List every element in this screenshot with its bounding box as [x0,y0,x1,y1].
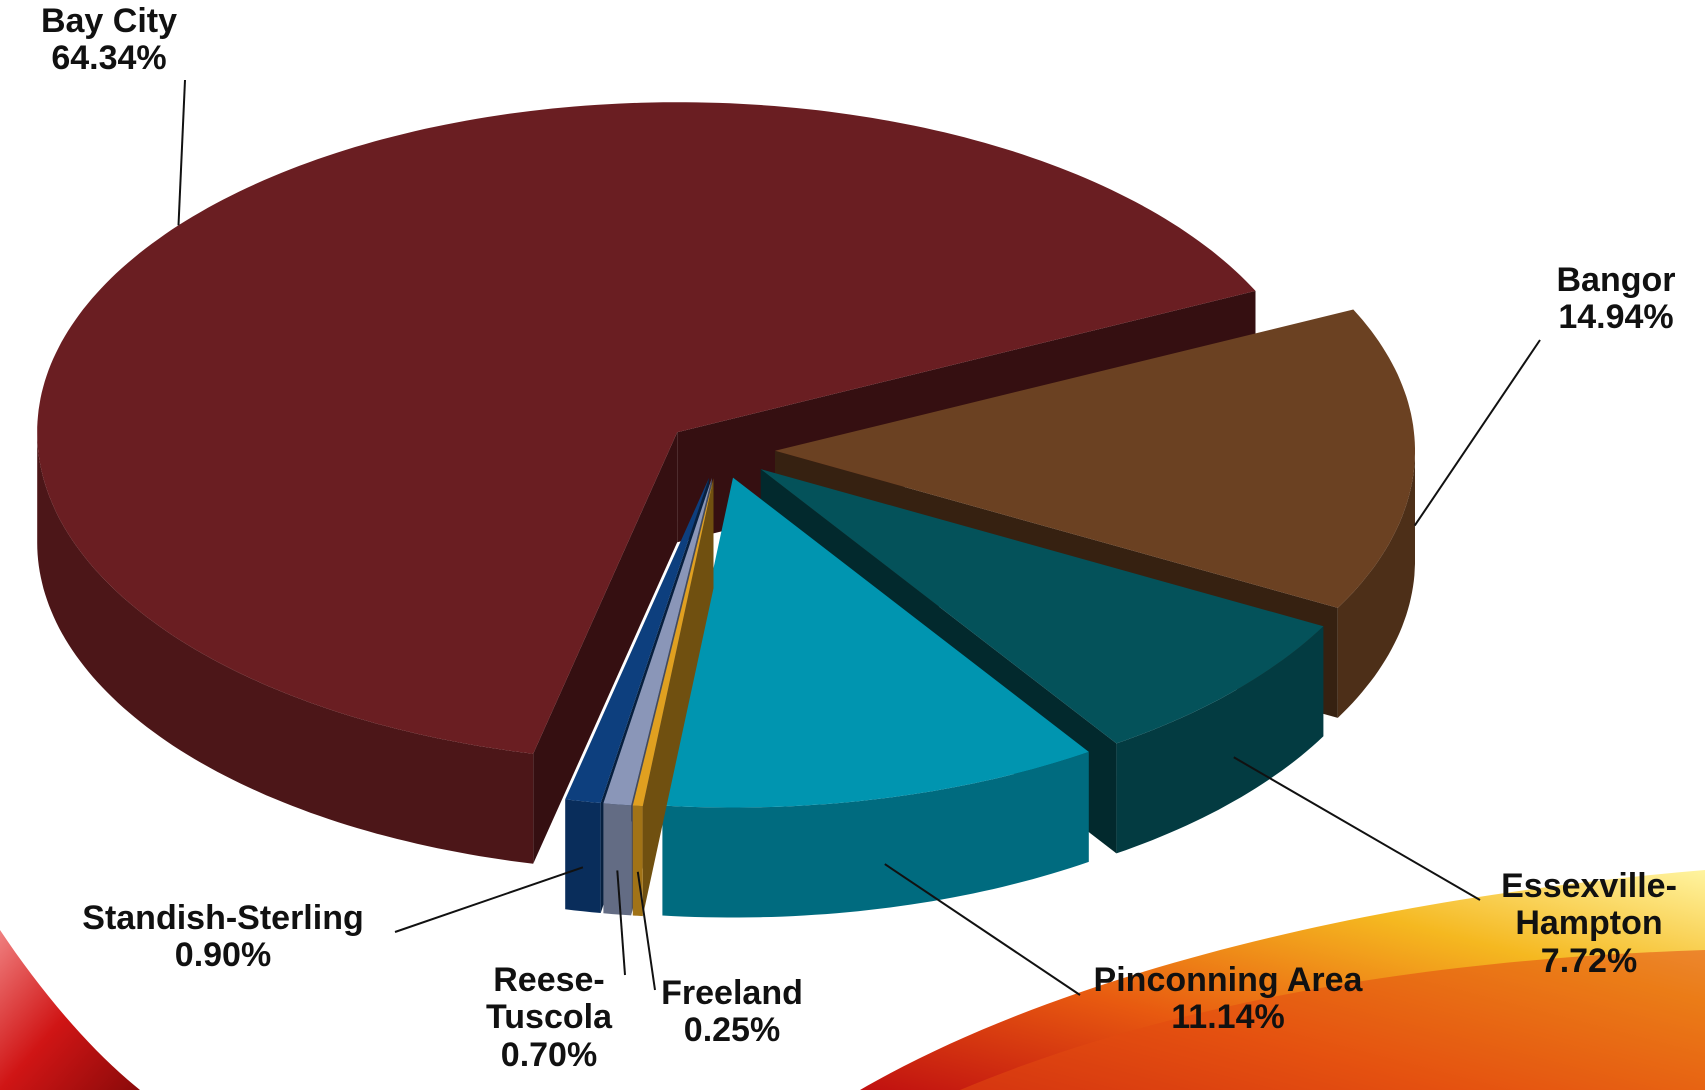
slice-label: Freeland 0.25% [661,974,803,1050]
slice-label: Standish-Sterling 0.90% [82,899,364,975]
slice [775,309,1415,608]
category: Reese-Tuscola [486,961,612,1037]
category: Essexville-Hampton [1501,867,1677,943]
slice-wall [37,432,534,864]
value-label: 64.34% [51,39,167,78]
category: Bay City [40,2,178,40]
category: Standish-Sterling [82,899,364,937]
value-label: 11.14% [1171,998,1285,1037]
leader-line [884,863,1081,996]
slice [632,478,714,807]
leader-line [394,866,584,933]
value-label: 0.90% [174,936,272,975]
slice [565,477,710,803]
leader-line [177,79,186,226]
slice-label: Bay City 64.34% [40,2,178,78]
slice [662,477,1089,808]
slice [603,478,712,806]
slice-wall [565,799,601,913]
slice-wall [603,803,632,916]
value-label: 7.72% [1540,941,1638,980]
leader-line [636,871,656,991]
slice [37,102,1256,754]
background-swoosh [0,930,140,1090]
slice-side [533,432,678,864]
slice-side [642,478,714,917]
slice-label: Reese-Tuscola 0.70% [474,961,624,1074]
value-label: 14.94% [1558,298,1674,337]
slice-label: Pinconning Area 11.14% [1093,961,1363,1037]
slice-wall [1337,453,1415,718]
slice-wall [662,751,1089,918]
category: Bangor [1556,261,1676,299]
slice-label: Bangor 14.94% [1556,261,1676,337]
leader-line [1413,339,1541,527]
category: Pinconning Area [1093,961,1363,999]
slice-wall [1116,626,1324,854]
value-label: 0.70% [500,1035,598,1074]
slice [760,469,1324,744]
leader-lines [177,79,1541,996]
category: Freeland [661,974,803,1012]
slice-label: Essexville-Hampton 7.72% [1501,867,1677,980]
leader-line [1233,756,1481,901]
leader-line [616,870,626,976]
pie [37,102,1415,918]
background-swoosh [960,950,1705,1090]
value-label: 0.25% [683,1011,781,1050]
